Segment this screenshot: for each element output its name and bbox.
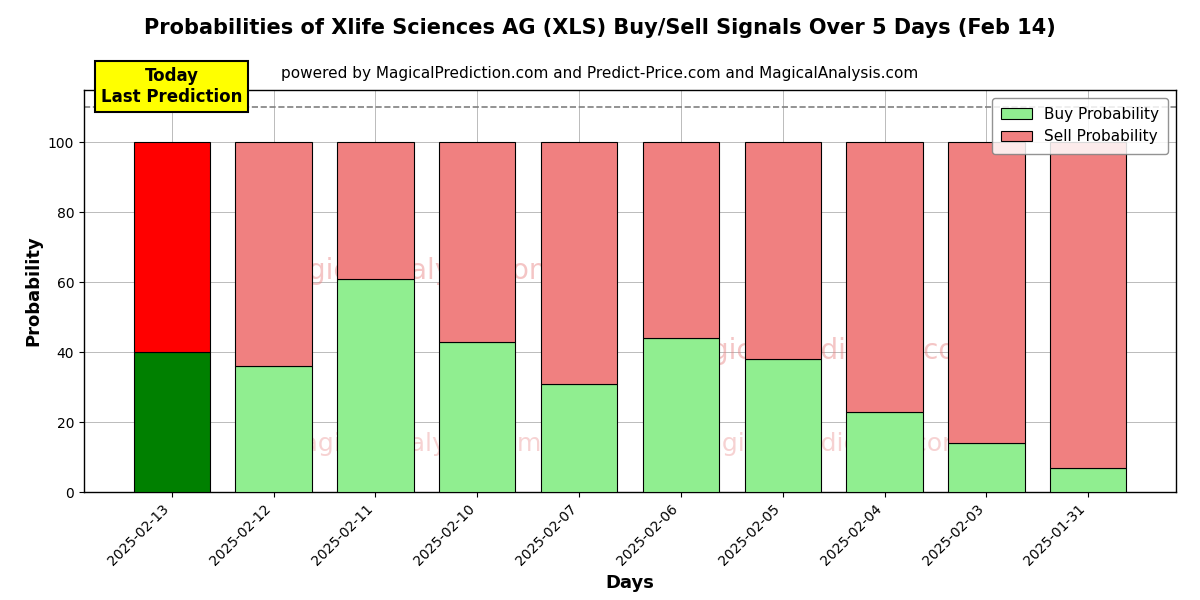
Y-axis label: Probability: Probability: [24, 236, 42, 346]
Bar: [1050, 467, 1127, 492]
Bar: [541, 142, 617, 383]
Text: MagicalPrediction.com: MagicalPrediction.com: [686, 432, 967, 456]
Bar: [337, 279, 414, 492]
Bar: [643, 142, 719, 338]
Bar: [744, 142, 821, 359]
Bar: [1050, 142, 1127, 467]
Text: Today
Last Prediction: Today Last Prediction: [101, 67, 242, 106]
Text: MagicalAnalysis.com: MagicalAnalysis.com: [268, 257, 556, 285]
Bar: [846, 142, 923, 412]
Bar: [744, 359, 821, 492]
Bar: [643, 338, 719, 492]
Bar: [541, 383, 617, 492]
Legend: Buy Probability, Sell Probability: Buy Probability, Sell Probability: [992, 98, 1169, 154]
Text: MagicalPrediction.com: MagicalPrediction.com: [671, 337, 983, 365]
Text: powered by MagicalPrediction.com and Predict-Price.com and MagicalAnalysis.com: powered by MagicalPrediction.com and Pre…: [281, 66, 919, 81]
Bar: [948, 443, 1025, 492]
Bar: [337, 142, 414, 279]
Bar: [846, 412, 923, 492]
X-axis label: Days: Days: [606, 574, 654, 592]
Bar: [235, 142, 312, 366]
Bar: [133, 352, 210, 492]
Bar: [133, 142, 210, 352]
Bar: [439, 142, 516, 341]
Bar: [948, 142, 1025, 443]
Text: Probabilities of Xlife Sciences AG (XLS) Buy/Sell Signals Over 5 Days (Feb 14): Probabilities of Xlife Sciences AG (XLS)…: [144, 18, 1056, 38]
Bar: [235, 366, 312, 492]
Bar: [439, 341, 516, 492]
Text: MagicalAnalysis.com: MagicalAnalysis.com: [282, 432, 541, 456]
